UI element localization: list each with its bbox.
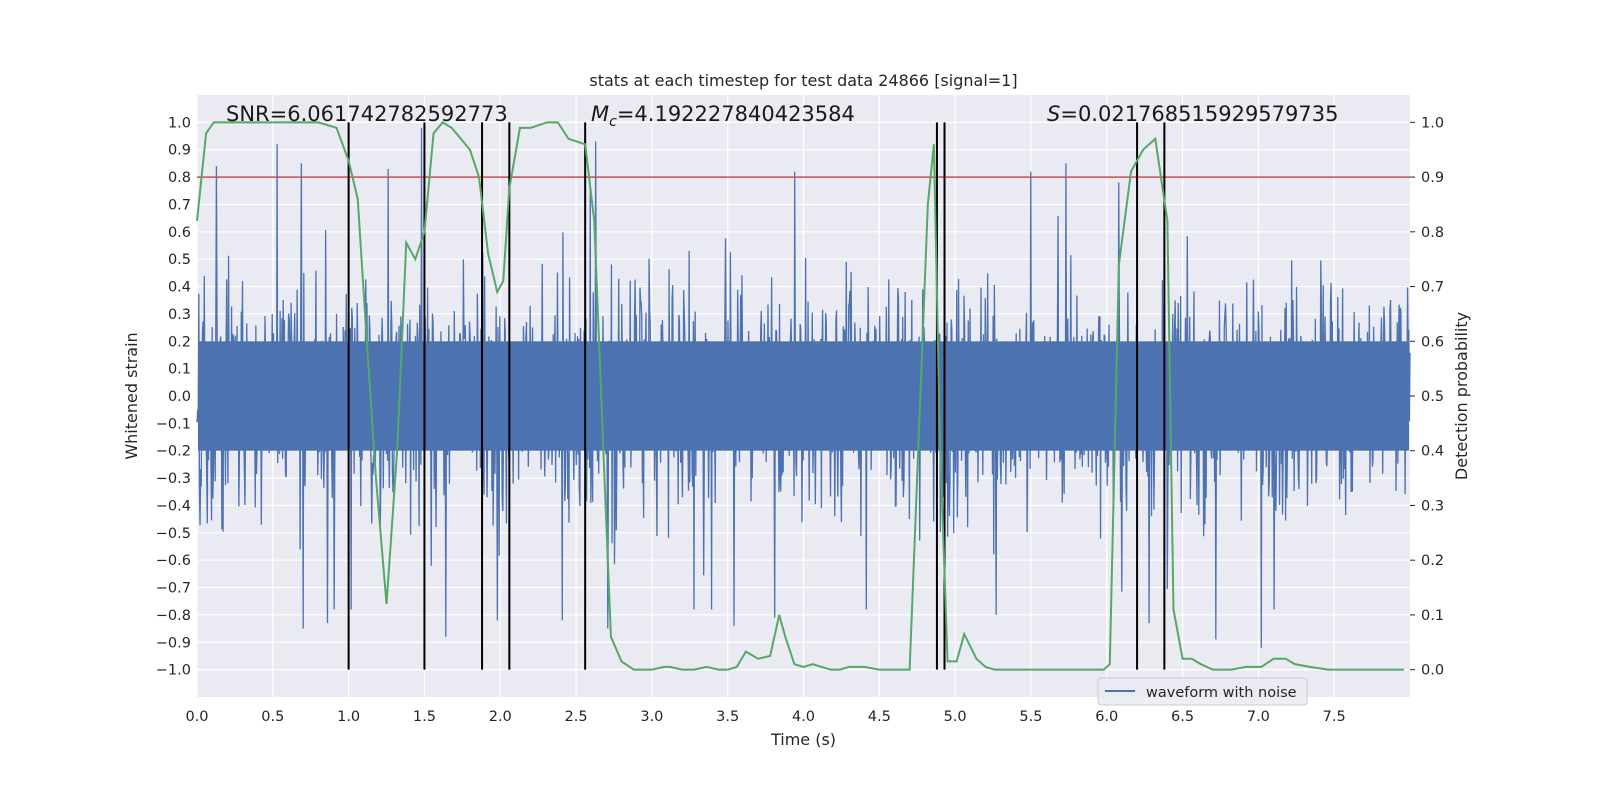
y-tick-label-right: 0.1	[1421, 608, 1444, 624]
y-tick-label-left: 0.6	[168, 225, 191, 241]
y-tick-label-right: 0.6	[1421, 334, 1444, 350]
y-axis-label-left: Whitened strain	[122, 332, 141, 459]
s-value: =0.021768515929579735	[1060, 102, 1338, 126]
y-tick-label-right: 0.3	[1421, 498, 1444, 514]
s-symbol: S	[1047, 102, 1060, 126]
x-tick-label: 2.0	[489, 709, 512, 725]
x-tick-label: 3.0	[640, 709, 663, 725]
waveform-series	[196, 127, 1411, 648]
waveform-core	[198, 341, 1409, 451]
y-tick-label-left: 0.2	[168, 334, 191, 350]
chart-title: stats at each timestep for test data 248…	[589, 71, 1017, 90]
y-tick-label-left: −0.8	[156, 608, 191, 624]
y-tick-label-left: −0.3	[156, 471, 191, 487]
mc-value: =4.192227840423584	[617, 102, 855, 126]
x-tick-label: 5.0	[944, 709, 967, 725]
y-tick-label-right: 0.5	[1421, 389, 1444, 405]
s-annotation: S=0.021768515929579735	[1047, 102, 1338, 126]
detection-probability-line	[196, 121, 1404, 671]
x-tick-label: 5.5	[1019, 709, 1042, 725]
y-tick-label-left: −0.1	[156, 416, 191, 432]
mc-symbol: M	[591, 102, 609, 126]
y-tick-label-left: −0.5	[156, 526, 191, 542]
x-tick-label: 1.5	[413, 709, 436, 725]
y-tick-label-left: 0.8	[168, 170, 191, 186]
y-tick-label-left: −0.7	[156, 581, 191, 597]
y-tick-label-right: 0.9	[1421, 170, 1444, 186]
y-tick-label-left: 0.5	[168, 252, 191, 268]
tick-layer: 0.0 0.5 1.0 1.5 2.0 2.5 3.0 3.5 4.0 4.5 5.0 5.5 6.0 6…	[156, 115, 1444, 725]
x-tick-label: 4.5	[868, 709, 891, 725]
x-tick-label: 1.0	[337, 709, 360, 725]
y-tick-label-left: 0.1	[168, 362, 191, 378]
y-tick-label-left: 0.0	[168, 389, 191, 405]
mc-subscript: c	[609, 114, 617, 130]
legend: waveform with noise	[1097, 677, 1308, 706]
y-tick-label-right: 1.0	[1421, 115, 1444, 131]
x-tick-label: 3.5	[716, 709, 739, 725]
x-tick-label: 7.5	[1323, 709, 1346, 725]
snr-annotation: SNR=6.061742782592773	[226, 102, 508, 126]
y-tick-label-left: 0.9	[168, 143, 191, 159]
y-tick-label-left: −0.6	[156, 553, 191, 569]
y-tick-label-right: 0.2	[1421, 553, 1444, 569]
y-tick-label-left: 1.0	[168, 115, 191, 131]
y-tick-label-left: −1.0	[156, 663, 191, 679]
chirp-mass-annotation: Mc=4.192227840423584	[591, 102, 855, 130]
y-tick-label-left: 0.4	[168, 280, 191, 296]
x-tick-label: 2.5	[565, 709, 588, 725]
x-tick-label: 4.0	[792, 709, 815, 725]
y-tick-label-right: 0.4	[1421, 444, 1444, 460]
vertical-markers	[347, 122, 1166, 670]
x-tick-label: 6.0	[1095, 709, 1118, 725]
y-tick-label-right: 0.8	[1421, 225, 1444, 241]
y-tick-label-right: 0.7	[1421, 280, 1444, 296]
x-tick-label: 0.0	[185, 709, 208, 725]
y-axis-label-right: Detection probability	[1452, 312, 1471, 480]
legend-box	[1097, 677, 1308, 706]
y-tick-label-left: 0.7	[168, 197, 191, 213]
legend-label: waveform with noise	[1146, 685, 1297, 701]
y-tick-label-left: −0.2	[156, 444, 191, 460]
y-tick-label-left: −0.4	[156, 498, 191, 514]
x-axis-label: Time (s)	[770, 730, 836, 749]
y-tick-label-left: 0.3	[168, 307, 191, 323]
y-tick-label-right: 0.0	[1421, 663, 1444, 679]
x-tick-label: 6.5	[1171, 709, 1194, 725]
x-tick-label: 0.5	[261, 709, 284, 725]
x-tick-label: 7.0	[1247, 709, 1270, 725]
y-tick-label-left: −0.9	[156, 635, 191, 651]
